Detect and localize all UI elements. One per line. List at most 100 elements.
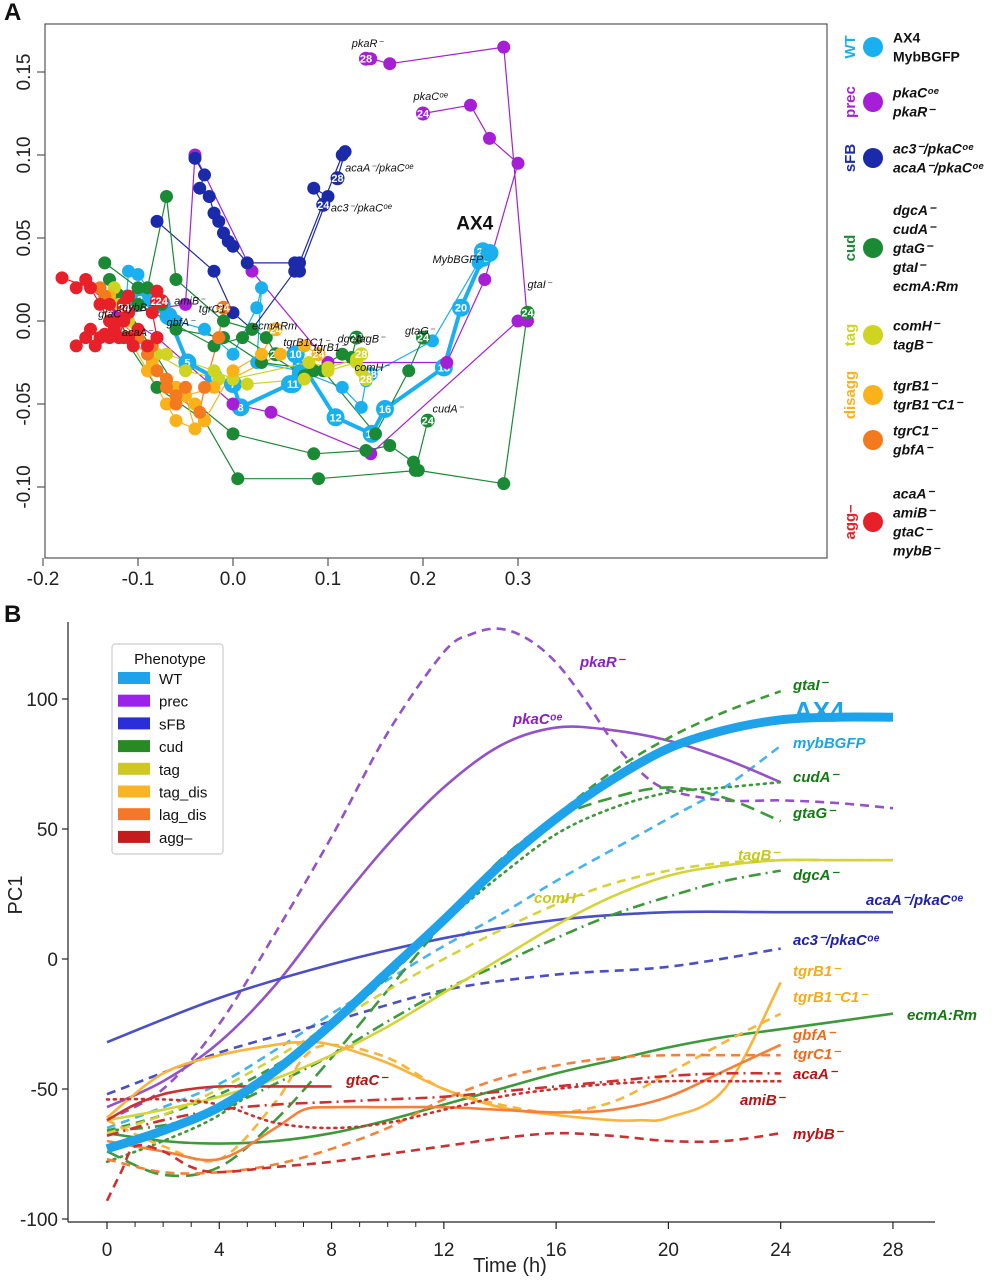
point-time-label: 24 [417,333,430,345]
point-pkac [478,273,492,286]
legend-strain-tagb: tagB⁻ [893,337,933,353]
x-tick-label: 0.3 [505,569,531,590]
point-gtai [231,472,245,486]
point-mybb [79,331,93,345]
legend-group-wt: WT [842,35,859,58]
point-mybbgfp [198,322,211,336]
point-gtai [520,305,535,320]
point-time-label: 24 [217,303,230,315]
series-line-gbfa [106,1043,782,1162]
point-ax4 [283,375,302,394]
series-label-ac3-pkac: ac3⁻/pkaCᵒᵉ [793,932,879,949]
series-line-ax4 [105,712,894,1154]
point-time-label: 24 [312,349,325,361]
point-mybb [126,339,140,353]
legend-swatch-wt [118,672,150,684]
annotation-pkac: pkaCᵒᵉ [413,91,449,103]
legend-strain-tgrc1: tgrC1⁻ [893,423,939,439]
series-line-tgrb1 [106,981,782,1123]
point-time-label: 24 [270,324,283,336]
annotation-comh: comH⁻ [355,362,391,374]
point-tgrc1 [193,405,207,419]
panel-b-series-labels: AX4 mybBGFP pkaR⁻ pkaCᵒᵉ acaA⁻/pkaCᵒᵉ ac3⁻/pk… [345,654,977,1143]
legend-label-lag-dis: lag_dis [159,807,207,824]
legend-label-tag-dis: tag_dis [159,785,207,802]
point-acaa-pkac [330,171,345,186]
legend-group-tag: tag [842,324,859,347]
panel-label-a: A [4,0,21,26]
y-tick-label: 100 [26,690,58,711]
point-comh [240,377,254,391]
point-gbfa [160,380,173,394]
point-time-label: 24 [118,303,131,315]
series-line-cuda [105,780,782,1164]
y-axis-title: PC1 [5,876,27,915]
point-pkar [226,397,240,411]
series-label-tagb: tagB⁻ [738,847,781,864]
legend-strain-pkar: pkaR⁻ [892,104,936,120]
legend-swatch-tag [863,325,883,345]
point-tgrb1 [274,347,287,361]
point-acaa [145,306,159,320]
annotation-mybb: mybB⁻ [119,302,154,314]
series-line-gtai [106,689,782,1132]
legend-label-cud: cud [159,739,183,756]
point-gtag [402,364,416,378]
point-dgca [236,331,249,345]
point-mybbgfp [255,281,268,295]
series-label-mybbgfp: mybBGFP [793,735,867,752]
annotation-gtag: gtaG⁻ [405,325,436,337]
legend-swatch-tag [118,762,150,775]
legend-swatch-lag [863,430,883,450]
annotation-cuda: cudA⁻ [433,403,465,415]
annotation-tagb: tagB⁻ [357,334,387,346]
point-comh [179,364,192,378]
point-ecma-rm [259,331,273,345]
point-amib [69,281,83,295]
point-ecma-rm [160,190,173,203]
legend-group-agg: agg– [842,504,859,539]
point-mybb [107,322,121,336]
annotation-pkar: pkaR⁻ [351,38,385,50]
point-ac3-pkac [316,197,331,212]
point-pkac [511,156,525,170]
point-ac3-pkac [207,264,221,278]
point-ax4 [376,399,394,418]
point-acaa-pkac [212,214,226,228]
legend-strain-ax4: AX4 [893,30,920,46]
point-time-label: 24 [156,296,169,308]
point-time-label: 11 [287,379,299,391]
legend-strain-dgca: dgcA⁻ [893,202,937,218]
panel-a-legend: WT AX4 MybBGFP prec pkaCᵒᵉ pkaR⁻ sFB ac3⁻/pkaCᵒ… [842,30,984,559]
point-pkar [383,57,397,71]
series-label-pkar: pkaR⁻ [579,654,627,671]
legend-strain-tgrb1-c1: tgrB1⁻C1⁻ [893,397,964,413]
series-label-mybb: mybB⁻ [793,1126,845,1143]
legend-strain-acaa-pkac: acaA⁻/pkaCᵒᵉ [893,160,984,176]
legend-strain-amib: amiB⁻ [893,505,936,521]
panel-a-scatter: -0.2 -0.1 0.0 0.1 0.2 0.3 -0.10 -0.05 0.00 0.05 0… [14,23,984,590]
panel-b-x-axis: 0 4 8 12 16 20 24 28 [102,1222,904,1261]
legend-strain-mybbgfp: MybBGFP [893,49,960,65]
x-tick-label: 8 [326,1240,337,1261]
point-gtag [169,322,183,336]
series-label-cuda: cudA⁻ [793,769,841,786]
point-acaa-pkac [193,181,207,195]
legend-title: Phenotype [134,651,206,668]
point-tgrb1 [311,347,326,362]
annotation-ac3-pkac: ac3⁻/pkaCᵒᵉ [331,202,393,214]
series-label-tgrb1-c1: tgrB1⁻C1⁻ [793,989,869,1006]
point-tgrb1 [207,380,221,394]
point-mybbgfp [226,347,240,361]
point-mybbgfp [250,301,264,315]
y-tick-label: 50 [37,820,58,841]
point-tagb [207,364,221,378]
x-tick-label: 0.2 [410,569,436,590]
point-tgrc1 [212,331,226,345]
series-line-acaa [106,1071,781,1138]
legend-label-sfb: sFB [159,716,186,733]
annotation-ax4: AX4 [456,214,493,235]
x-tick-label: 28 [882,1240,903,1261]
annotation-amib: amiB⁻ [174,295,206,307]
